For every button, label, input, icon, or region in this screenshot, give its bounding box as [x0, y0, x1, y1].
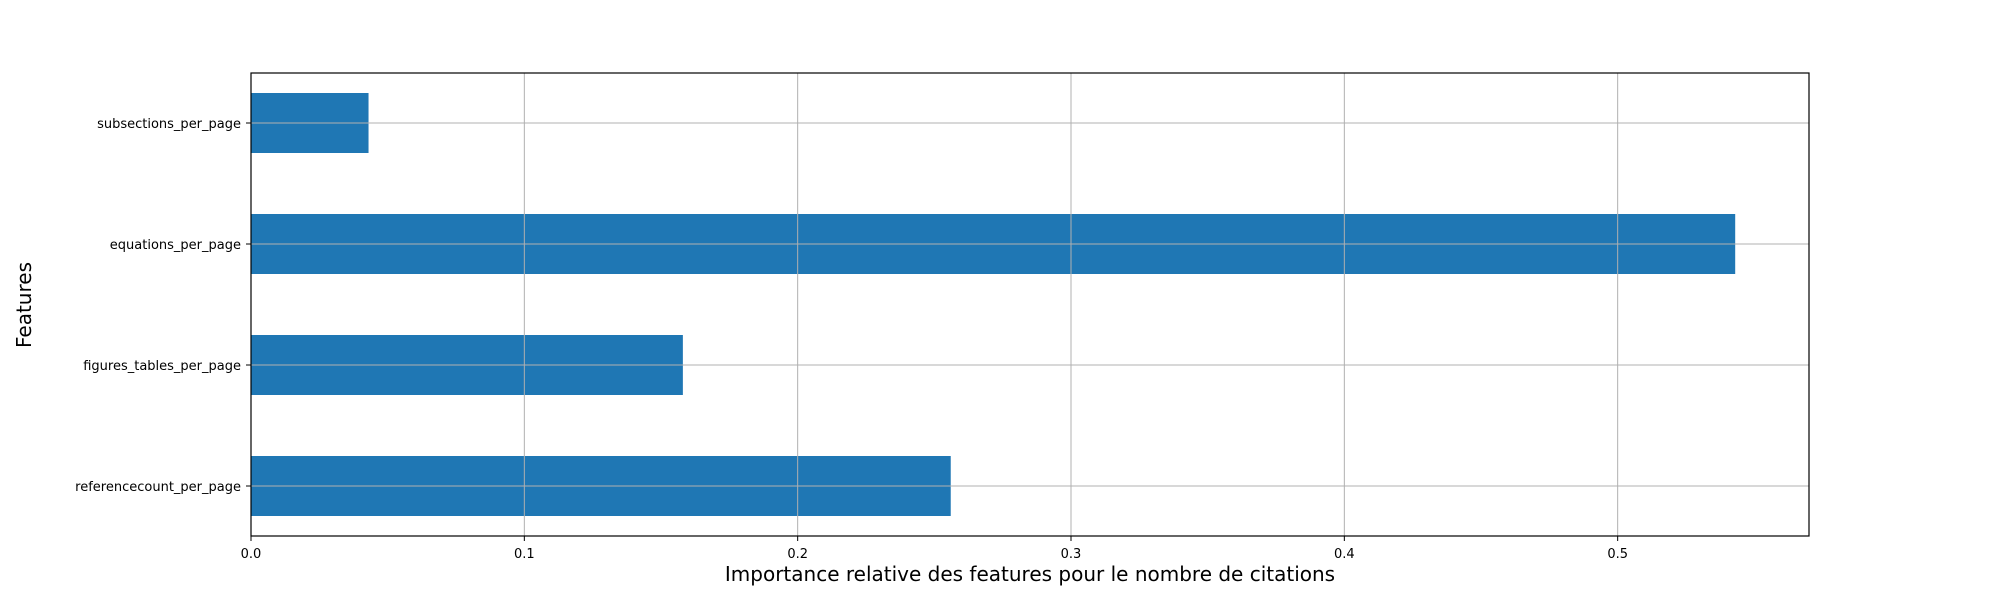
x-tick-label: 0.5 — [1607, 547, 1628, 562]
grid-layer — [250, 73, 1809, 536]
x-tick-label: 0.4 — [1334, 547, 1355, 562]
x-tick-label: 0.2 — [787, 547, 808, 562]
x-tick-label: 0.0 — [241, 547, 262, 562]
y-axis-label: Features — [12, 262, 36, 348]
x-tick-label: 0.3 — [1061, 547, 1082, 562]
x-tick-label: 0.1 — [514, 547, 535, 562]
y-tick-label: equations_per_page — [110, 238, 241, 253]
y-axis: referencecount_per_page figures_tables_pe… — [75, 117, 251, 495]
y-tick-label: figures_tables_per_page — [83, 359, 241, 374]
y-tick-label: referencecount_per_page — [75, 480, 241, 495]
y-tick-label: subsections_per_page — [97, 117, 241, 132]
x-axis-label: Importance relative des features pour le… — [725, 562, 1335, 586]
plot-frame — [250, 72, 1810, 537]
x-axis: 0.0 0.1 0.2 0.3 0.4 0.5 — [241, 536, 1628, 562]
